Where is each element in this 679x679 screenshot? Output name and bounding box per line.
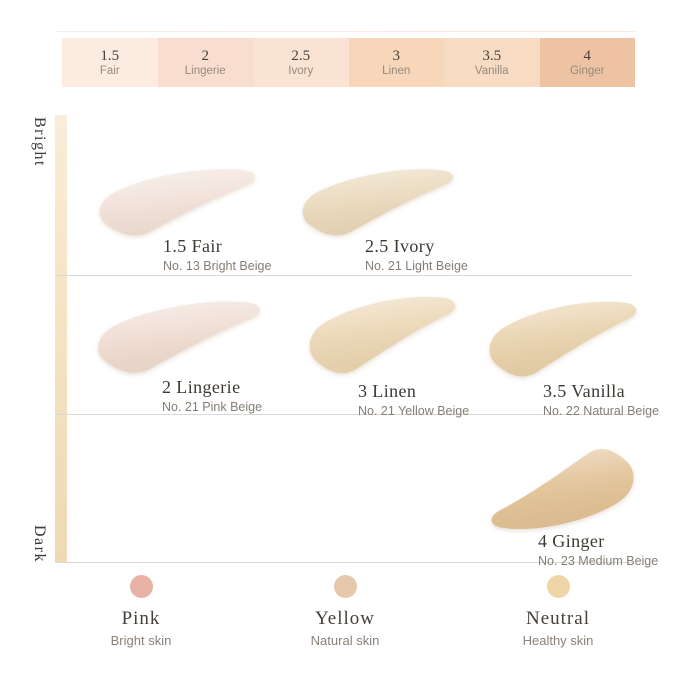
swatch-smear-lingerie bbox=[98, 301, 260, 373]
legend-name: Pink bbox=[121, 608, 161, 629]
shade-number: 3 bbox=[392, 47, 401, 64]
swatch-caption-linen: 3 Linen No. 21 Yellow Beige bbox=[358, 381, 469, 418]
shade-segment-vanilla: 3.5 Vanilla bbox=[444, 38, 540, 87]
top-divider bbox=[55, 31, 635, 32]
shade-number: 2.5 bbox=[291, 47, 311, 64]
swatch-subtitle: No. 21 Yellow Beige bbox=[358, 404, 470, 418]
legend-item-neutral: Neutral Healthy skin bbox=[488, 575, 628, 648]
swatch-title: 2.5 Ivory bbox=[365, 236, 435, 256]
row-divider bbox=[55, 414, 632, 415]
swatch-smear-linen bbox=[309, 296, 456, 374]
shade-name: Ivory bbox=[288, 64, 314, 77]
swatch-title: 1.5 Fair bbox=[163, 236, 223, 256]
legend-subtitle: Bright skin bbox=[110, 633, 172, 648]
swatch-title: 4 Ginger bbox=[538, 531, 605, 551]
swatch-caption-fair: 1.5 Fair No. 13 Bright Beige bbox=[163, 236, 271, 273]
shade-number: 2 bbox=[201, 47, 210, 64]
swatch-caption-ginger: 4 Ginger No. 23 Medium Beige bbox=[538, 531, 658, 568]
shade-name: Fair bbox=[99, 64, 120, 77]
shade-name: Ginger bbox=[569, 64, 605, 77]
shade-name: Lingerie bbox=[184, 64, 226, 77]
swatch-caption-lingerie: 2 Lingerie No. 21 Pink Beige bbox=[162, 377, 262, 414]
shade-segment-ivory: 2.5 Ivory bbox=[253, 38, 349, 87]
row-divider bbox=[55, 562, 632, 563]
row-divider bbox=[55, 275, 632, 276]
shade-segment-lingerie: 2 Lingerie bbox=[157, 38, 253, 87]
shade-name: Linen bbox=[382, 64, 411, 77]
shade-number: 3.5 bbox=[482, 47, 502, 64]
shade-segment-ginger: 4 Ginger bbox=[539, 38, 635, 87]
legend-name: Yellow bbox=[314, 608, 376, 629]
shade-name: Vanilla bbox=[474, 64, 509, 77]
swatch-subtitle: No. 13 Bright Beige bbox=[163, 259, 272, 273]
shade-segment-linen: 3 Linen bbox=[348, 38, 444, 87]
legend-item-pink: Pink Bright skin bbox=[71, 575, 211, 648]
shade-number: 4 bbox=[583, 47, 592, 64]
legend-subtitle: Natural skin bbox=[310, 633, 380, 648]
swatch-subtitle: No. 23 Medium Beige bbox=[538, 554, 659, 568]
swatch-title: 3.5 Vanilla bbox=[543, 381, 626, 401]
legend-subtitle: Healthy skin bbox=[522, 633, 594, 648]
swatch-smear-ginger bbox=[491, 449, 634, 529]
axis-label-dark: Dark bbox=[31, 525, 48, 563]
swatch-title: 2 Lingerie bbox=[162, 377, 241, 397]
swatch-smear-fair bbox=[99, 169, 255, 236]
undertone-dot-yellow bbox=[333, 575, 357, 598]
shade-number: 1.5 bbox=[100, 47, 120, 64]
swatch-subtitle: No. 21 Light Beige bbox=[365, 259, 468, 273]
shade-scale-bar: 1.5 Fair 2 Lingerie 2.5 Ivory 3 Linen 3.… bbox=[62, 38, 635, 87]
swatch-subtitle: No. 22 Natural Beige bbox=[543, 404, 660, 418]
shade-segment-fair: 1.5 Fair bbox=[62, 38, 158, 87]
undertone-dot-pink bbox=[129, 575, 153, 598]
swatch-title: 3 Linen bbox=[358, 381, 417, 401]
swatch-smear-vanilla bbox=[489, 301, 637, 377]
brightness-axis-bar bbox=[55, 115, 67, 562]
swatch-caption-ivory: 2.5 Ivory No. 21 Light Beige bbox=[365, 236, 468, 273]
undertone-dot-neutral bbox=[546, 575, 570, 598]
legend-name: Neutral bbox=[526, 608, 590, 629]
swatch-subtitle: No. 21 Pink Beige bbox=[162, 400, 263, 414]
axis-label-bright: Bright bbox=[31, 117, 48, 167]
swatch-caption-vanilla: 3.5 Vanilla No. 22 Natural Beige bbox=[543, 381, 659, 418]
legend-item-yellow: Yellow Natural skin bbox=[275, 575, 415, 648]
swatch-smear-ivory bbox=[302, 169, 454, 236]
